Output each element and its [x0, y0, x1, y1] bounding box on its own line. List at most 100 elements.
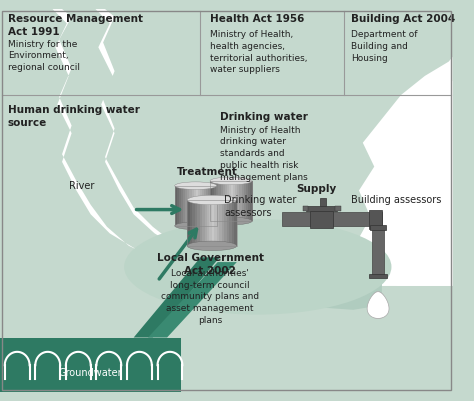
Ellipse shape	[210, 177, 252, 185]
Polygon shape	[148, 262, 237, 338]
Bar	[244, 181, 246, 221]
Bar	[204, 200, 208, 246]
Bar	[177, 186, 179, 226]
Bar	[185, 186, 188, 226]
Bar	[229, 181, 231, 221]
Bar	[210, 181, 213, 221]
Bar	[187, 200, 190, 246]
Bar	[225, 181, 228, 221]
Text: Ministry for the
Environment,
regional council: Ministry for the Environment, regional c…	[8, 40, 80, 72]
Bar	[232, 200, 235, 246]
Bar	[224, 200, 228, 246]
Ellipse shape	[124, 219, 392, 315]
Polygon shape	[367, 292, 389, 318]
Bar	[220, 181, 223, 221]
Text: River: River	[69, 181, 94, 191]
Text: Human drinking water
source: Human drinking water source	[8, 105, 139, 128]
Bar	[233, 181, 236, 221]
Bar	[198, 186, 201, 226]
Bar	[202, 200, 205, 246]
Bar	[202, 186, 205, 226]
Bar	[210, 181, 252, 221]
Bar	[179, 186, 182, 226]
Bar	[212, 181, 215, 221]
Text: Building assessors: Building assessors	[351, 195, 442, 205]
Bar	[219, 200, 222, 246]
Bar	[370, 210, 382, 229]
Polygon shape	[53, 9, 153, 257]
Text: Drinking water: Drinking water	[219, 112, 308, 122]
Ellipse shape	[187, 195, 237, 205]
Bar	[219, 181, 221, 221]
Polygon shape	[134, 257, 219, 338]
Bar	[246, 181, 248, 221]
Bar	[214, 200, 218, 246]
Bar	[212, 200, 215, 246]
Bar	[250, 181, 253, 221]
Text: Drinking water
assessors: Drinking water assessors	[224, 195, 297, 219]
Bar	[209, 186, 211, 226]
Bar	[231, 181, 234, 221]
Bar	[222, 200, 225, 246]
Ellipse shape	[175, 182, 217, 190]
Bar	[248, 181, 250, 221]
Bar	[204, 186, 207, 226]
Bar	[200, 200, 202, 246]
Bar	[235, 181, 238, 221]
Bar	[212, 186, 215, 226]
Text: Department of
Building and
Housing: Department of Building and Housing	[351, 30, 418, 63]
Bar	[373, 227, 384, 276]
Bar	[192, 200, 195, 246]
Bar	[183, 186, 186, 226]
Bar	[335, 206, 341, 211]
Text: Supply: Supply	[296, 184, 336, 194]
Ellipse shape	[175, 222, 217, 230]
Bar	[229, 200, 232, 246]
Bar	[242, 181, 244, 221]
Bar	[187, 186, 190, 226]
Bar	[216, 181, 219, 221]
Bar	[190, 186, 192, 226]
Text: Local Government
Act 2002: Local Government Act 2002	[156, 253, 264, 276]
Bar	[196, 186, 198, 226]
Polygon shape	[367, 292, 389, 318]
Bar	[320, 198, 326, 206]
Text: Ministry of Health
drinking water
standards and
public health risk
management pl: Ministry of Health drinking water standa…	[219, 126, 307, 182]
Bar	[214, 181, 217, 221]
Bar	[195, 200, 198, 246]
Bar	[237, 181, 240, 221]
Polygon shape	[353, 57, 453, 286]
Bar	[303, 206, 309, 211]
Text: Treatment: Treatment	[177, 166, 237, 176]
Bar	[193, 186, 196, 226]
Bar	[239, 181, 242, 221]
Bar	[307, 206, 337, 211]
Polygon shape	[148, 236, 382, 310]
Bar	[210, 200, 212, 246]
Bar	[370, 273, 387, 278]
Bar	[181, 186, 183, 226]
Bar	[190, 200, 192, 246]
Bar	[215, 186, 217, 226]
Text: Resource Management
Act 1991: Resource Management Act 1991	[8, 14, 143, 37]
Text: Health Act 1956: Health Act 1956	[210, 14, 304, 24]
Text: Groundwater: Groundwater	[59, 368, 122, 378]
Text: Local authorities'
long-term council
community plans and
asset management
plans: Local authorities' long-term council com…	[161, 269, 259, 325]
Bar	[234, 200, 237, 246]
Bar	[310, 211, 333, 228]
Bar	[217, 200, 220, 246]
Bar	[227, 200, 230, 246]
Bar	[223, 181, 225, 221]
Bar	[191, 186, 194, 226]
Bar	[200, 186, 202, 226]
Polygon shape	[396, 81, 453, 286]
Bar	[175, 186, 177, 226]
Bar	[206, 186, 209, 226]
Bar	[227, 181, 229, 221]
Text: Building Act 2004: Building Act 2004	[351, 14, 456, 24]
Bar	[187, 200, 237, 246]
Bar	[197, 200, 200, 246]
Ellipse shape	[210, 217, 252, 225]
Bar	[0, 339, 182, 392]
Bar	[371, 225, 386, 230]
